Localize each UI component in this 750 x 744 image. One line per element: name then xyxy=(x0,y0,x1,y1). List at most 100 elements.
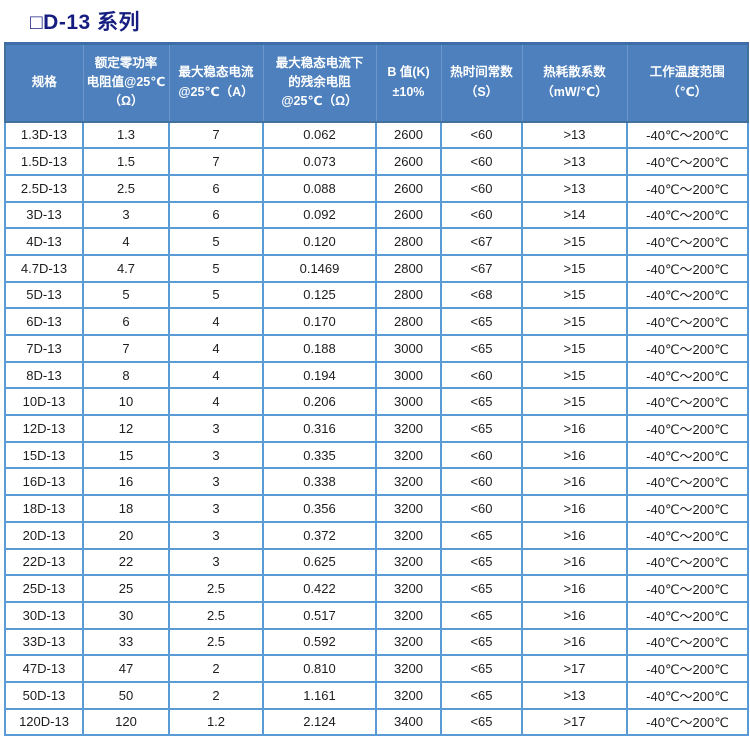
header-rated-zero-power-resistance: 额定零功率 电阻值@25℃ （Ω） xyxy=(82,42,169,123)
table-row: 5D-13 5 5 0.125 2800 <68 >15 -40℃～200℃ xyxy=(4,280,749,310)
cell-rated-zero-power-resistance: 47 xyxy=(82,654,170,683)
cell-max-steady-state-current: 5 xyxy=(168,280,264,310)
cell-rated-zero-power-resistance: 18 xyxy=(82,494,170,523)
cell-b-value: 2800 xyxy=(375,253,442,283)
cell-b-value: 3200 xyxy=(375,440,442,470)
cell-operating-temp-range: -40℃～200℃ xyxy=(626,173,749,203)
header-operating-temp-range: 工作温度范围 （℃） xyxy=(626,42,748,123)
cell-dissipation-coefficient: >13 xyxy=(521,147,628,176)
cell-max-steady-state-current: 4 xyxy=(168,334,264,363)
cell-dissipation-coefficient: >15 xyxy=(521,227,628,256)
cell-thermal-time-constant: <65 xyxy=(440,707,523,737)
cell-thermal-time-constant: <60 xyxy=(440,200,523,230)
cell-thermal-time-constant: <65 xyxy=(440,627,523,657)
cell-dissipation-coefficient: >15 xyxy=(521,307,628,336)
cell-b-value: 2600 xyxy=(375,200,442,230)
cell-dissipation-coefficient: >16 xyxy=(521,520,628,550)
cell-b-value: 2800 xyxy=(375,227,442,256)
cell-dissipation-coefficient: >15 xyxy=(521,280,628,310)
cell-b-value: 3000 xyxy=(375,387,442,417)
cell-max-steady-state-current: 3 xyxy=(168,547,264,577)
cell-spec: 10D-13 xyxy=(4,387,84,417)
cell-operating-temp-range: -40℃～200℃ xyxy=(626,253,749,283)
header-row: 规格 额定零功率 电阻值@25℃ （Ω） 最大稳态电流 @25℃（A） 最大稳态… xyxy=(5,42,748,123)
cell-thermal-time-constant: <60 xyxy=(440,440,523,470)
cell-thermal-time-constant: <65 xyxy=(440,334,523,363)
cell-operating-temp-range: -40℃～200℃ xyxy=(626,627,749,657)
cell-max-steady-state-current: 1.2 xyxy=(168,707,264,737)
cell-max-steady-state-current: 2.5 xyxy=(168,627,264,657)
cell-rated-zero-power-resistance: 3 xyxy=(82,200,170,230)
cell-spec: 5D-13 xyxy=(4,280,84,310)
cell-operating-temp-range: -40℃～200℃ xyxy=(626,707,749,737)
cell-dissipation-coefficient: >17 xyxy=(521,707,628,737)
cell-thermal-time-constant: <65 xyxy=(440,680,523,710)
cell-spec: 25D-13 xyxy=(4,574,84,603)
cell-max-steady-state-current: 2.5 xyxy=(168,574,264,603)
cell-rated-zero-power-resistance: 10 xyxy=(82,387,170,417)
cell-max-steady-state-current: 4 xyxy=(168,360,264,390)
cell-residual-resistance: 0.625 xyxy=(262,547,377,577)
cell-operating-temp-range: -40℃～200℃ xyxy=(626,200,749,230)
cell-dissipation-coefficient: >16 xyxy=(521,574,628,603)
cell-max-steady-state-current: 3 xyxy=(168,520,264,550)
cell-b-value: 2600 xyxy=(375,173,442,203)
cell-operating-temp-range: -40℃～200℃ xyxy=(626,147,749,176)
cell-residual-resistance: 0.092 xyxy=(262,200,377,230)
cell-thermal-time-constant: <60 xyxy=(440,120,523,150)
cell-rated-zero-power-resistance: 6 xyxy=(82,307,170,336)
cell-thermal-time-constant: <65 xyxy=(440,600,523,630)
cell-spec: 33D-13 xyxy=(4,627,84,657)
table-row: 10D-13 10 4 0.206 3000 <65 >15 -40℃～200℃ xyxy=(4,387,749,417)
cell-b-value: 3200 xyxy=(375,547,442,577)
table-row: 22D-13 22 3 0.625 3200 <65 >16 -40℃～200℃ xyxy=(4,547,749,577)
header-dissipation-coefficient: 热耗散系数 （mW/℃） xyxy=(521,42,627,123)
cell-operating-temp-range: -40℃～200℃ xyxy=(626,414,749,443)
cell-dissipation-coefficient: >16 xyxy=(521,440,628,470)
cell-residual-resistance: 0.810 xyxy=(262,654,377,683)
spec-table: 规格 额定零功率 电阻值@25℃ （Ω） 最大稳态电流 @25℃（A） 最大稳态… xyxy=(4,42,749,737)
cell-operating-temp-range: -40℃～200℃ xyxy=(626,360,749,390)
table-row: 12D-13 12 3 0.316 3200 <65 >16 -40℃～200℃ xyxy=(4,414,749,443)
cell-b-value: 3200 xyxy=(375,600,442,630)
table-row: 1.3D-13 1.3 7 0.062 2600 <60 >13 -40℃～200℃ xyxy=(4,120,749,150)
cell-b-value: 3000 xyxy=(375,360,442,390)
cell-spec: 12D-13 xyxy=(4,414,84,443)
cell-operating-temp-range: -40℃～200℃ xyxy=(626,547,749,577)
cell-residual-resistance: 0.194 xyxy=(262,360,377,390)
cell-dissipation-coefficient: >16 xyxy=(521,547,628,577)
cell-residual-resistance: 0.062 xyxy=(262,120,377,150)
cell-dissipation-coefficient: >15 xyxy=(521,360,628,390)
cell-b-value: 3200 xyxy=(375,520,442,550)
cell-operating-temp-range: -40℃～200℃ xyxy=(626,307,749,336)
cell-b-value: 3400 xyxy=(375,707,442,737)
cell-b-value: 3200 xyxy=(375,654,442,683)
cell-dissipation-coefficient: >13 xyxy=(521,173,628,203)
cell-residual-resistance: 0.422 xyxy=(262,574,377,603)
cell-thermal-time-constant: <60 xyxy=(440,147,523,176)
cell-dissipation-coefficient: >15 xyxy=(521,334,628,363)
cell-rated-zero-power-resistance: 2.5 xyxy=(82,173,170,203)
cell-b-value: 3200 xyxy=(375,627,442,657)
cell-spec: 120D-13 xyxy=(4,707,84,737)
cell-residual-resistance: 0.335 xyxy=(262,440,377,470)
cell-max-steady-state-current: 5 xyxy=(168,227,264,256)
cell-spec: 6D-13 xyxy=(4,307,84,336)
table-row: 30D-13 30 2.5 0.517 3200 <65 >16 -40℃～200℃ xyxy=(4,600,749,630)
table-row: 7D-13 7 4 0.188 3000 <65 >15 -40℃～200℃ xyxy=(4,334,749,363)
cell-spec: 22D-13 xyxy=(4,547,84,577)
cell-max-steady-state-current: 7 xyxy=(168,120,264,150)
cell-residual-resistance: 0.1469 xyxy=(262,253,377,283)
cell-spec: 4.7D-13 xyxy=(4,253,84,283)
cell-thermal-time-constant: <67 xyxy=(440,227,523,256)
cell-operating-temp-range: -40℃～200℃ xyxy=(626,227,749,256)
cell-rated-zero-power-resistance: 7 xyxy=(82,334,170,363)
page-title: □D-13 系列 xyxy=(30,11,141,34)
cell-spec: 1.3D-13 xyxy=(4,120,84,150)
table-row: 8D-13 8 4 0.194 3000 <60 >15 -40℃～200℃ xyxy=(4,360,749,390)
cell-operating-temp-range: -40℃～200℃ xyxy=(626,600,749,630)
table-row: 25D-13 25 2.5 0.422 3200 <65 >16 -40℃～200℃ xyxy=(4,574,749,603)
table-row: 4D-13 4 5 0.120 2800 <67 >15 -40℃～200℃ xyxy=(4,227,749,256)
cell-residual-resistance: 0.372 xyxy=(262,520,377,550)
cell-thermal-time-constant: <68 xyxy=(440,280,523,310)
